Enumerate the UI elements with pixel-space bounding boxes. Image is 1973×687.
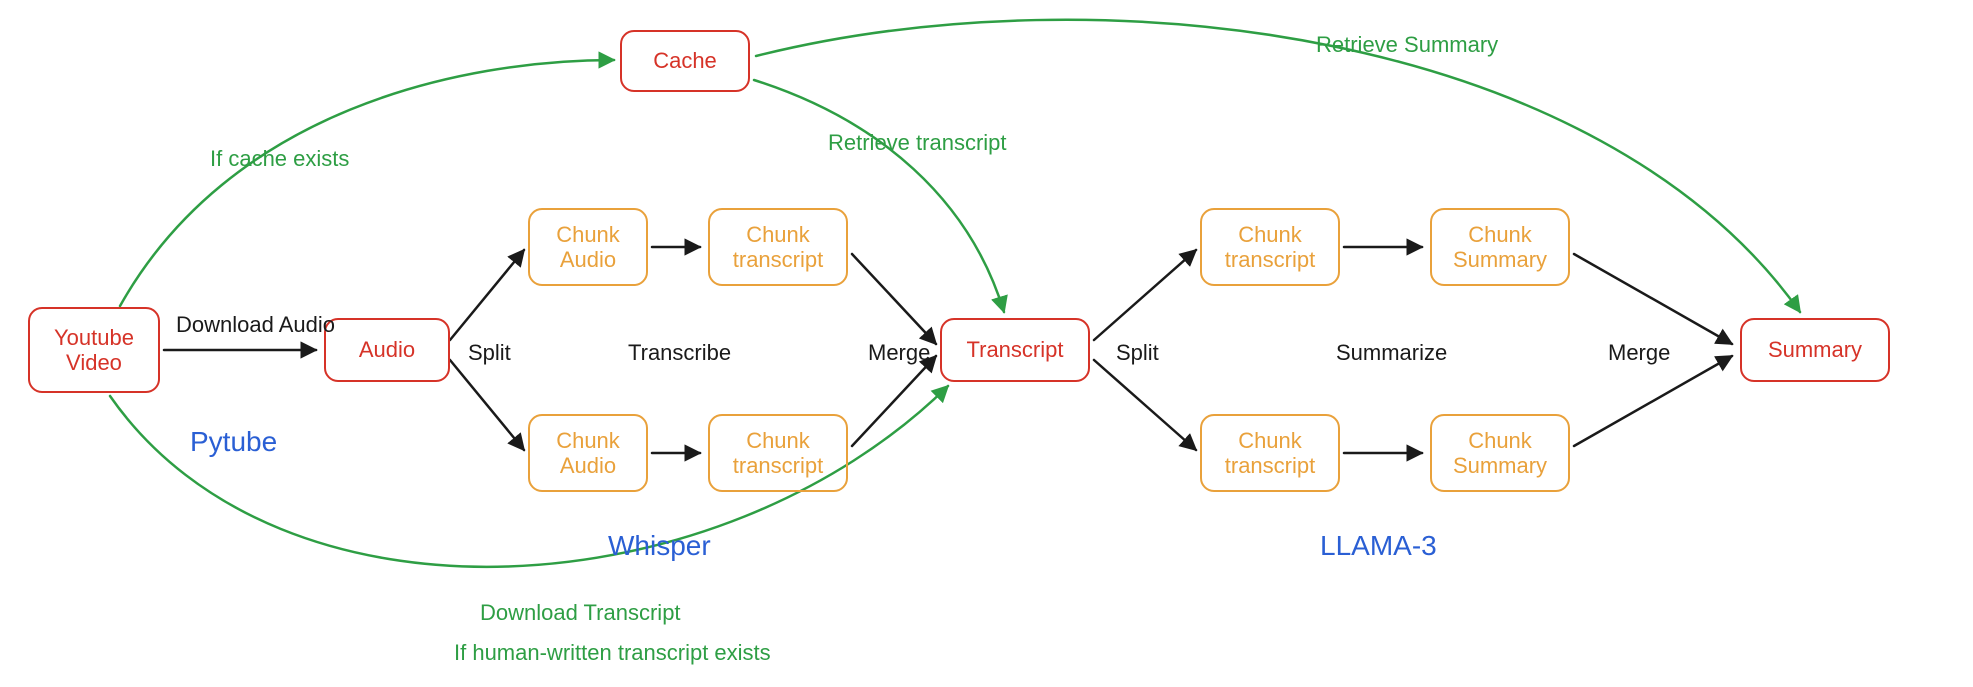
edge-label: Retrieve Summary: [1316, 32, 1498, 58]
edge-label: If cache exists: [210, 146, 349, 172]
edge: [852, 356, 936, 446]
node-label: Summary: [1768, 337, 1862, 362]
node-cache: Cache: [620, 30, 750, 92]
node-chunk_audio_1: Chunk Audio: [528, 208, 648, 286]
node-label: Chunk Audio: [556, 428, 620, 479]
edge-label: Retrieve transcript: [828, 130, 1007, 156]
edge: [450, 360, 524, 450]
diagram-canvas: Youtube Video Audio Cache Chunk Audio Chunk …: [0, 0, 1973, 687]
node-label: Transcript: [967, 337, 1064, 362]
node-label: Chunk Audio: [556, 222, 620, 273]
section-label: LLAMA-3: [1320, 530, 1437, 562]
node-chunk_tr_4: Chunk transcript: [1200, 414, 1340, 492]
node-transcript: Transcript: [940, 318, 1090, 382]
edge-label: Download Audio: [176, 312, 335, 338]
node-label: Audio: [359, 337, 415, 362]
edge-label: Transcribe: [628, 340, 731, 366]
node-audio: Audio: [324, 318, 450, 382]
node-label: Chunk transcript: [1225, 222, 1315, 273]
node-label: Chunk Summary: [1453, 222, 1547, 273]
node-chunk_tr_3: Chunk transcript: [1200, 208, 1340, 286]
node-chunk_audio_2: Chunk Audio: [528, 414, 648, 492]
edge: [1094, 250, 1196, 340]
edge-label: Split: [1116, 340, 1159, 366]
edge: [450, 250, 524, 340]
edge-label: Merge: [868, 340, 930, 366]
node-label: Chunk transcript: [733, 222, 823, 273]
node-chunk_sum_1: Chunk Summary: [1430, 208, 1570, 286]
node-youtube: Youtube Video: [28, 307, 160, 393]
edge: [1574, 254, 1732, 344]
edge-label: Merge: [1608, 340, 1670, 366]
node-summary: Summary: [1740, 318, 1890, 382]
edge: [1094, 360, 1196, 450]
node-chunk_sum_2: Chunk Summary: [1430, 414, 1570, 492]
section-label: Whisper: [608, 530, 711, 562]
node-label: Cache: [653, 48, 717, 73]
node-chunk_transcript_1: Chunk transcript: [708, 208, 848, 286]
edge-label: Split: [468, 340, 511, 366]
node-chunk_transcript_2: Chunk transcript: [708, 414, 848, 492]
node-label: Youtube Video: [54, 325, 134, 376]
node-label: Chunk transcript: [733, 428, 823, 479]
edge-label: If human-written transcript exists: [454, 640, 771, 666]
edge: [852, 254, 936, 344]
edge: [1574, 356, 1732, 446]
edge-label: Summarize: [1336, 340, 1447, 366]
edge-label: Download Transcript: [480, 600, 681, 626]
node-label: Chunk transcript: [1225, 428, 1315, 479]
section-label: Pytube: [190, 426, 277, 458]
node-label: Chunk Summary: [1453, 428, 1547, 479]
